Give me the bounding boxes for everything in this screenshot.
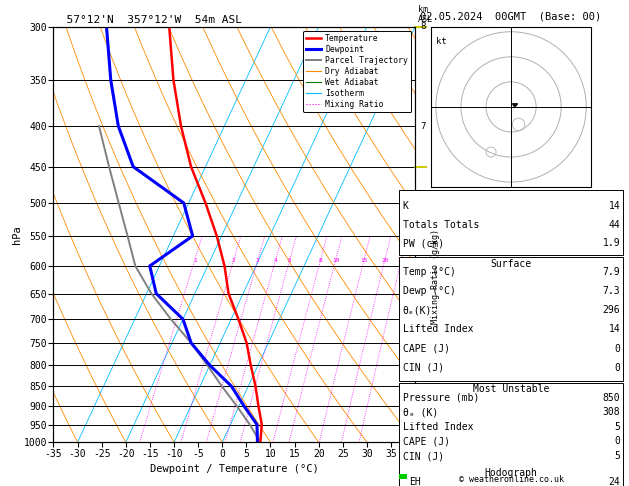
Text: 2: 2	[421, 361, 426, 370]
Text: Mixing Ratio (g/kg): Mixing Ratio (g/kg)	[431, 228, 440, 324]
Text: 4: 4	[274, 258, 277, 262]
Text: 14: 14	[608, 201, 620, 211]
Text: 7.3: 7.3	[603, 286, 620, 296]
Text: PW (cm): PW (cm)	[403, 238, 443, 248]
Text: 7.9: 7.9	[603, 267, 620, 277]
Text: Totals Totals: Totals Totals	[403, 220, 479, 229]
Text: 1: 1	[421, 401, 426, 410]
Text: 4: 4	[421, 289, 426, 298]
Text: 5: 5	[615, 422, 620, 432]
Text: CIN (J): CIN (J)	[403, 451, 443, 461]
Text: Hodograph: Hodograph	[484, 468, 538, 478]
Text: θₑ (K): θₑ (K)	[403, 407, 438, 417]
Text: 5: 5	[615, 451, 620, 461]
Text: 308: 308	[603, 407, 620, 417]
Y-axis label: hPa: hPa	[13, 225, 22, 244]
Text: Most Unstable: Most Unstable	[473, 384, 549, 395]
Text: CAPE (J): CAPE (J)	[403, 344, 450, 354]
Text: CIN (J): CIN (J)	[403, 363, 443, 373]
Text: Pressure (mb): Pressure (mb)	[403, 393, 479, 403]
Text: 14: 14	[608, 325, 620, 334]
Text: kt: kt	[436, 37, 447, 46]
Text: 0: 0	[615, 436, 620, 447]
Text: 15: 15	[360, 258, 368, 262]
Text: EH: EH	[409, 477, 421, 486]
Text: 6: 6	[421, 199, 426, 208]
Text: 0: 0	[615, 363, 620, 373]
Text: 10: 10	[332, 258, 340, 262]
Text: θₑ(K): θₑ(K)	[403, 305, 432, 315]
Text: 850: 850	[603, 393, 620, 403]
Text: Lifted Index: Lifted Index	[403, 325, 473, 334]
Text: 44: 44	[608, 220, 620, 229]
Text: 5: 5	[421, 231, 426, 241]
X-axis label: Dewpoint / Temperature (°C): Dewpoint / Temperature (°C)	[150, 464, 319, 474]
Text: 3: 3	[421, 314, 426, 324]
Text: LCL: LCL	[421, 438, 437, 447]
Text: Lifted Index: Lifted Index	[403, 422, 473, 432]
Text: CAPE (J): CAPE (J)	[403, 436, 450, 447]
Text: 8: 8	[319, 258, 322, 262]
Text: Surface: Surface	[491, 259, 532, 269]
Text: 5: 5	[288, 258, 291, 262]
Text: 57°12'N  357°12'W  54m ASL: 57°12'N 357°12'W 54m ASL	[53, 15, 242, 25]
Text: km
ASL: km ASL	[418, 5, 433, 24]
Text: 02.05.2024  00GMT  (Base: 00): 02.05.2024 00GMT (Base: 00)	[420, 12, 602, 22]
Text: Dewp (°C): Dewp (°C)	[403, 286, 455, 296]
Text: 0: 0	[615, 344, 620, 354]
Text: © weatheronline.co.uk: © weatheronline.co.uk	[459, 474, 564, 484]
Text: 7: 7	[421, 122, 426, 131]
Text: 2: 2	[232, 258, 235, 262]
Text: 1: 1	[193, 258, 197, 262]
Text: 8: 8	[421, 22, 426, 31]
Text: 20: 20	[381, 258, 389, 262]
Text: 25: 25	[398, 258, 405, 262]
Text: Temp (°C): Temp (°C)	[403, 267, 455, 277]
Text: 3: 3	[256, 258, 260, 262]
Text: K: K	[403, 201, 408, 211]
Text: 24: 24	[608, 477, 620, 486]
Text: 296: 296	[603, 305, 620, 315]
Text: 1.9: 1.9	[603, 238, 620, 248]
Legend: Temperature, Dewpoint, Parcel Trajectory, Dry Adiabat, Wet Adiabat, Isotherm, Mi: Temperature, Dewpoint, Parcel Trajectory…	[303, 31, 411, 112]
